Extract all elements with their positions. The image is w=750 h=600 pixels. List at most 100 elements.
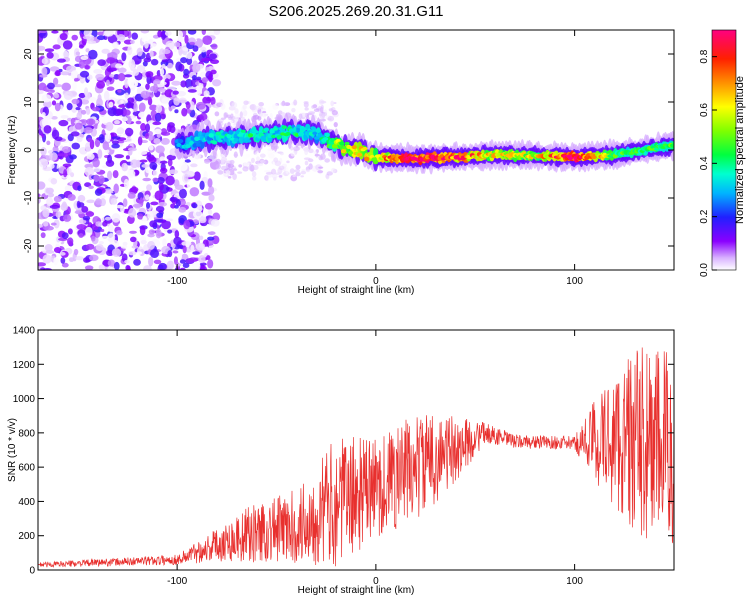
heatmap-cell xyxy=(285,131,291,136)
heatmap-cell xyxy=(93,69,103,74)
heatmap-cell xyxy=(256,156,260,162)
heatmap-cell xyxy=(139,159,148,163)
heatmap-cell xyxy=(111,248,122,257)
heatmap-cell xyxy=(154,112,162,122)
heatmap-cell xyxy=(166,124,172,133)
heatmap-cell xyxy=(145,123,151,133)
heatmap-cell xyxy=(75,256,84,261)
heatmap-cell xyxy=(159,156,165,162)
heatmap-cell xyxy=(315,152,319,158)
heatmap-cell xyxy=(116,34,126,41)
heatmap-cell xyxy=(118,104,126,108)
heatmap-cell xyxy=(174,41,181,48)
heatmap-cell xyxy=(79,70,90,78)
heatmap-cell xyxy=(203,90,210,98)
heatmap-cell xyxy=(77,185,82,192)
heatmap-cell xyxy=(351,145,357,150)
heatmap-cell xyxy=(40,267,46,270)
heatmap-cell xyxy=(126,169,136,179)
heatmap-cell xyxy=(152,83,158,94)
heatmap-cell xyxy=(240,129,246,133)
heatmap-cell xyxy=(78,233,84,238)
heatmap-cell xyxy=(148,256,154,267)
heatmap-cell xyxy=(159,167,168,174)
heatmap-cell xyxy=(76,224,87,230)
heatmap-cell xyxy=(102,165,108,169)
heatmap-cell xyxy=(44,244,53,252)
heatmap-cell xyxy=(158,262,167,270)
heatmap-cell xyxy=(170,105,176,110)
heatmap-cell xyxy=(171,80,181,86)
heatmap-cell xyxy=(175,199,181,207)
heatmap-cell xyxy=(215,164,222,170)
spectrogram-ytick-label: 10 xyxy=(23,96,34,108)
snr-ytick-label: 600 xyxy=(18,463,35,474)
heatmap-cell xyxy=(182,262,190,269)
heatmap-cell xyxy=(106,57,116,64)
heatmap-cell xyxy=(226,133,232,139)
heatmap-cell xyxy=(61,232,69,239)
heatmap-cell xyxy=(87,40,97,45)
heatmap-cell xyxy=(178,119,186,123)
heatmap-cell xyxy=(272,151,280,154)
heatmap-cell xyxy=(152,164,157,171)
heatmap-cell xyxy=(305,169,311,173)
heatmap-cell xyxy=(237,171,243,174)
heatmap-cell xyxy=(200,57,211,62)
heatmap-cell xyxy=(67,228,73,235)
heatmap-cell xyxy=(149,50,154,58)
heatmap-cell xyxy=(180,80,187,88)
heatmap-cell xyxy=(105,121,114,131)
heatmap-cell xyxy=(144,40,149,49)
heatmap-cell xyxy=(258,111,264,117)
heatmap-cell xyxy=(227,175,232,179)
heatmap-cell xyxy=(169,196,178,202)
heatmap-cell xyxy=(233,153,239,157)
heatmap-cell xyxy=(333,101,337,105)
heatmap-cell xyxy=(198,255,206,264)
heatmap-cell xyxy=(125,137,133,143)
heatmap-cell xyxy=(50,177,58,185)
heatmap-cell xyxy=(141,35,149,43)
heatmap-cell xyxy=(167,229,173,234)
heatmap-cell xyxy=(208,133,214,138)
heatmap-cell xyxy=(88,49,98,60)
heatmap-cell xyxy=(263,127,270,132)
heatmap-cell xyxy=(75,51,81,56)
heatmap-cell xyxy=(125,155,130,160)
heatmap-cell xyxy=(186,51,193,60)
heatmap-cell xyxy=(118,222,128,228)
heatmap-cell xyxy=(226,167,234,170)
heatmap-cell xyxy=(198,265,208,270)
heatmap-cell xyxy=(150,201,159,206)
heatmap-cell xyxy=(78,44,84,49)
heatmap-cell xyxy=(126,115,132,125)
heatmap-cell xyxy=(100,228,105,233)
heatmap-cell xyxy=(187,30,197,35)
heatmap-cell xyxy=(207,236,215,241)
heatmap-cell xyxy=(161,219,171,230)
heatmap-cell xyxy=(304,149,309,156)
heatmap-cell xyxy=(267,148,273,152)
heatmap-cell xyxy=(181,107,188,117)
heatmap-cell xyxy=(43,221,49,227)
heatmap-cell xyxy=(101,48,110,54)
heatmap-cell xyxy=(308,111,316,115)
heatmap-cell xyxy=(85,258,91,263)
heatmap-cell xyxy=(128,208,137,218)
spectrogram-xtick-label: 0 xyxy=(373,276,379,287)
heatmap-cell xyxy=(96,81,106,89)
heatmap-cell xyxy=(85,243,95,250)
heatmap-cell xyxy=(155,228,162,239)
heatmap-cell xyxy=(46,140,51,146)
heatmap-cell xyxy=(67,193,76,201)
heatmap-cell xyxy=(50,222,57,226)
heatmap-cell xyxy=(114,120,121,125)
heatmap-cell xyxy=(339,141,345,146)
heatmap-cell xyxy=(127,77,136,86)
heatmap-cell xyxy=(57,153,66,157)
heatmap-cell xyxy=(120,245,128,249)
heatmap-cell xyxy=(38,262,47,267)
heatmap-cell xyxy=(147,151,152,158)
heatmap-cell xyxy=(248,164,253,171)
